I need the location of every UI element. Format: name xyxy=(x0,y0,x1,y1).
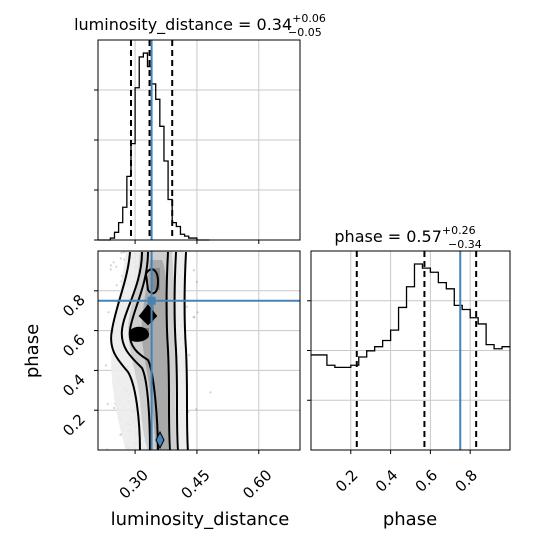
y-tick-label: 0.2 xyxy=(59,410,89,440)
ld-hist-series xyxy=(98,52,210,241)
scatter-point xyxy=(104,364,107,367)
contour-outer-left xyxy=(110,251,141,450)
scatter-point xyxy=(195,280,198,283)
phase-xlabel: phase xyxy=(383,509,437,530)
ld-hist-ticks xyxy=(94,89,260,244)
scatter-point xyxy=(188,354,191,357)
scatter-point xyxy=(192,269,195,272)
scatter-point xyxy=(115,265,118,268)
joint-ylabel: phase xyxy=(22,324,43,378)
contour-inner-right xyxy=(165,251,171,450)
phase-hist-quantiles xyxy=(355,251,478,450)
x-tick-label: 0.4 xyxy=(372,466,402,496)
joint-contours xyxy=(110,251,189,450)
scatter-point xyxy=(196,311,199,314)
scatter-point xyxy=(112,406,116,410)
phase-hist-series xyxy=(311,263,510,368)
joint-xlabel: luminosity_distance xyxy=(111,509,290,530)
contour-mid-left xyxy=(120,251,151,450)
scatter-point xyxy=(119,433,122,436)
phase-hist-panel: 0.2 0.4 0.6 0.8 phase = 0.57+0.26 −0.34 pha… xyxy=(307,224,511,530)
scatter-point xyxy=(120,251,123,254)
contour-island-1 xyxy=(144,268,160,295)
hist-line xyxy=(311,263,510,368)
scatter-point xyxy=(185,305,188,308)
x-tick-label: 0.6 xyxy=(412,466,442,496)
ld-hist-title-sub: −0.05 xyxy=(288,26,322,39)
y-tick-label: 0.4 xyxy=(59,371,89,401)
scatter-point xyxy=(115,284,118,287)
scatter-point xyxy=(209,391,212,394)
scatter-point xyxy=(109,268,112,271)
x-tick-label: 0.2 xyxy=(332,466,362,496)
ld-hist-title: luminosity_distance = 0.34+0.06 xyxy=(74,12,326,35)
scatter-point xyxy=(107,311,110,314)
scatter-point xyxy=(195,408,198,411)
truth-marker xyxy=(147,296,156,305)
contour-inner-left xyxy=(128,251,159,450)
density-cell xyxy=(152,268,160,290)
scatter-point xyxy=(112,261,115,264)
x-tick-label: 0.30 xyxy=(116,466,152,502)
scatter-point xyxy=(109,264,112,267)
scatter-point xyxy=(119,257,122,260)
x-tick-label: 0.60 xyxy=(239,466,275,502)
joint-panel: 0.30 0.45 0.60 0.2 0.4 0.6 0.8 luminosity_dist… xyxy=(22,250,301,530)
contour-island-3 xyxy=(128,326,150,342)
ld-hist-frame xyxy=(97,39,301,241)
contour-island-4 xyxy=(155,430,165,450)
joint-frame xyxy=(97,250,301,451)
phase-hist-title-sub: −0.34 xyxy=(448,238,482,251)
contour-mid-right xyxy=(173,251,179,450)
y-tick-label: 0.8 xyxy=(59,291,89,321)
scatter-point xyxy=(106,402,109,406)
phase-hist-title: phase = 0.57+0.26 xyxy=(334,224,475,246)
contour-outer-right xyxy=(183,251,189,450)
joint-truth xyxy=(98,251,300,450)
ld-hist-panel: luminosity_distance = 0.34+0.06 −0.05 xyxy=(74,12,326,244)
ld-hist-quantiles xyxy=(129,40,174,240)
phase-hist-frame xyxy=(310,250,511,451)
scatter-point xyxy=(192,316,195,319)
phase-hist-grid xyxy=(311,251,510,450)
x-tick-label: 0.8 xyxy=(451,466,481,496)
scatter-point xyxy=(193,316,196,319)
x-tick-label: 0.45 xyxy=(177,466,213,502)
scatter-point xyxy=(123,251,126,254)
y-tick-label: 0.6 xyxy=(59,331,89,361)
hist-line xyxy=(98,52,210,241)
ld-hist-grid xyxy=(98,40,300,240)
